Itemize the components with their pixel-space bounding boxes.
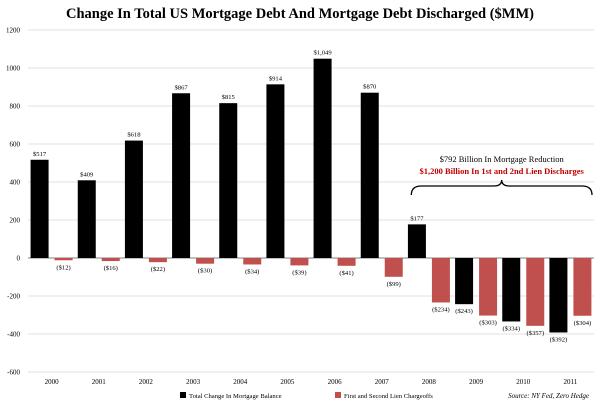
bar-total-change	[219, 103, 238, 259]
legend-label-total-change: Total Change In Mortgage Balance	[189, 393, 282, 400]
y-tick-label: -400	[7, 331, 20, 339]
data-label: ($39)	[292, 269, 306, 276]
bars	[30, 58, 592, 333]
bar-chargeoffs	[243, 258, 262, 265]
x-tick-label: 2000	[45, 378, 60, 386]
data-label: $618	[127, 132, 141, 139]
bar-total-change	[455, 258, 474, 305]
data-label: $517	[33, 151, 47, 158]
annotation-brace	[410, 179, 593, 196]
bar-chargeoffs	[290, 258, 309, 266]
bar-total-change	[502, 258, 521, 322]
y-tick-label: 800	[10, 103, 21, 111]
data-label: ($41)	[339, 270, 353, 277]
data-label: $177	[410, 215, 424, 222]
x-tick-label: 2008	[422, 378, 437, 386]
bar-total-change	[360, 92, 379, 258]
source-note: Source: NY Fed, Zero Hedge	[508, 392, 589, 400]
data-label: $1,049	[314, 50, 333, 57]
bar-chargeoffs	[54, 258, 73, 261]
bar-total-change	[266, 84, 285, 258]
legend-swatch-chargeoffs	[335, 392, 341, 398]
bar-total-change	[30, 159, 49, 258]
bar-chargeoffs	[196, 258, 215, 264]
bar-chargeoffs	[384, 258, 403, 277]
bar-total-change	[77, 180, 96, 258]
bar-total-change	[407, 224, 426, 258]
bar-total-change	[313, 58, 332, 258]
bar-total-change	[124, 140, 143, 258]
x-tick-label: 2010	[516, 378, 531, 386]
data-label: ($30)	[198, 268, 212, 275]
bar-chargeoffs	[573, 258, 592, 316]
data-label: $815	[222, 94, 236, 101]
bar-chargeoffs	[337, 258, 356, 266]
x-tick-label: 2006	[328, 378, 343, 386]
data-label: $409	[80, 171, 94, 178]
y-tick-label: 400	[10, 179, 21, 187]
y-tick-label: 600	[10, 141, 21, 149]
x-tick-label: 2007	[375, 378, 390, 386]
chart-title: Change In Total US Mortgage Debt And Mor…	[66, 6, 534, 22]
x-tick-label: 2002	[139, 378, 154, 386]
y-tick-label: 1200	[6, 27, 21, 35]
data-label: ($34)	[245, 268, 259, 275]
bar-chargeoffs	[431, 258, 450, 303]
data-label: $867	[174, 84, 188, 91]
y-tick-label: -200	[7, 293, 20, 301]
bar-chargeoffs	[148, 258, 167, 263]
x-tick-label: 2009	[469, 378, 484, 386]
y-tick-label: -600	[7, 369, 20, 377]
gridlines	[28, 29, 594, 373]
data-label: ($357)	[526, 330, 544, 337]
data-label: $870	[363, 84, 377, 91]
y-axis-ticks: -600 -400 -200 0 200 400 600 800 1000 1200	[6, 27, 21, 377]
x-axis-ticks: 2000 2001 2002 2003 2004 2005 2006 2007 2008 2009…	[45, 378, 578, 386]
x-tick-label: 2001	[92, 378, 107, 386]
data-label: ($392)	[550, 336, 568, 343]
legend: Total Change In Mortgage Balance First a…	[180, 392, 433, 400]
data-label: ($99)	[387, 281, 401, 288]
data-label: $914	[269, 75, 283, 82]
y-tick-label: 1000	[6, 65, 21, 73]
x-tick-label: 2011	[564, 378, 578, 386]
legend-label-chargeoffs: First and Second Lien Chargeoffs	[344, 393, 433, 400]
annotation-line-2: $1,200 Billion In 1st and 2nd Lien Disch…	[419, 166, 584, 176]
data-label: ($234)	[432, 306, 450, 313]
data-label: ($334)	[502, 325, 520, 332]
bar-chargeoffs	[101, 258, 120, 262]
x-tick-label: 2005	[280, 378, 295, 386]
bar-chargeoffs	[526, 258, 545, 326]
data-label: ($12)	[56, 264, 70, 271]
legend-swatch-total-change	[180, 392, 186, 398]
data-labels: $517 ($12) $409 ($16) $618 ($22) $867 ($30) $815…	[33, 50, 591, 344]
y-tick-label: 200	[10, 217, 21, 225]
data-label: ($304)	[574, 320, 592, 327]
bar-total-change	[172, 93, 191, 259]
data-label: ($16)	[104, 265, 118, 272]
annotation: $792 Billion In Mortgage Reduction $1,20…	[410, 154, 593, 196]
data-label: ($22)	[151, 266, 165, 273]
data-label: ($243)	[455, 308, 473, 315]
x-tick-label: 2003	[186, 378, 201, 386]
bar-total-change	[549, 258, 568, 333]
annotation-line-1: $792 Billion In Mortgage Reduction	[440, 154, 565, 164]
bar-chargeoffs	[479, 258, 498, 316]
x-tick-label: 2004	[233, 378, 248, 386]
data-label: ($303)	[479, 320, 497, 327]
y-tick-label: 0	[17, 255, 21, 263]
